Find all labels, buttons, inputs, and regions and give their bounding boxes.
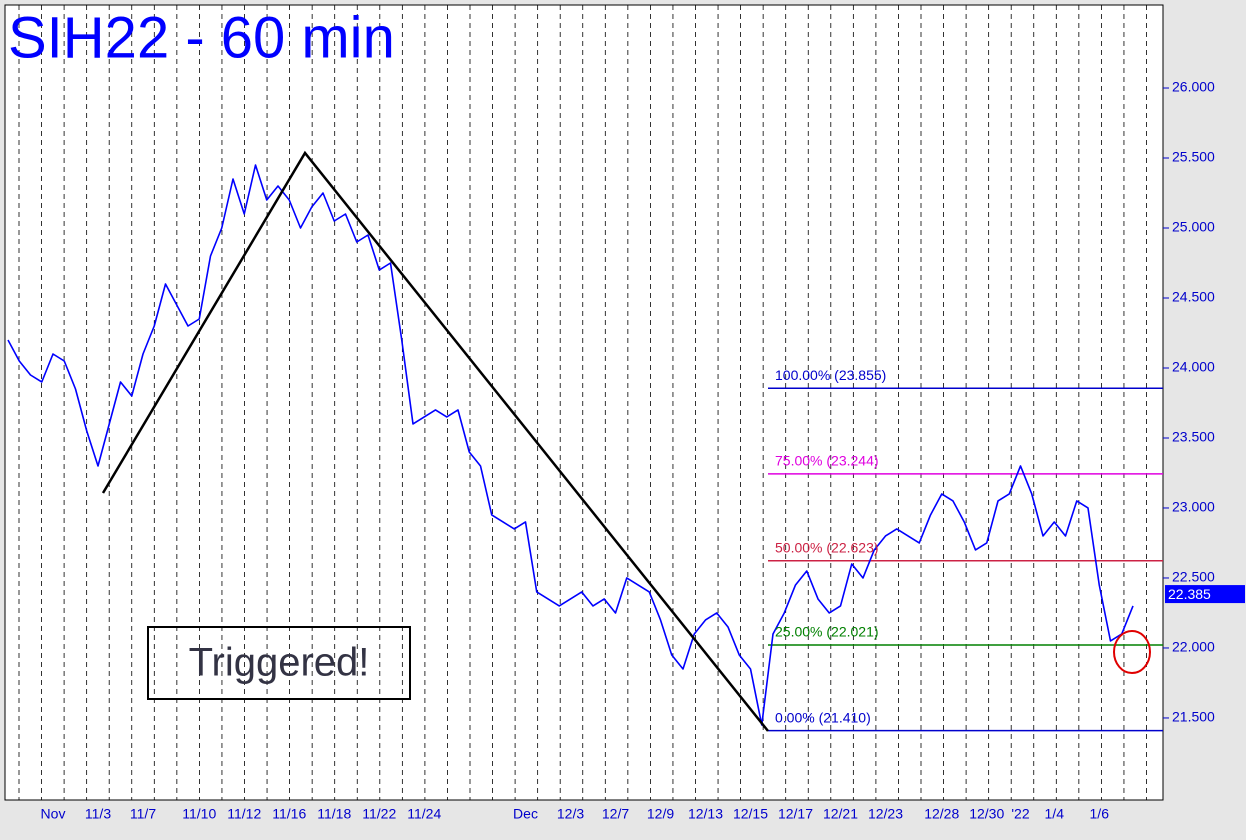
y-tick-label: 25.000: [1172, 219, 1215, 235]
x-tick-label: 11/7: [130, 806, 156, 822]
price-line: [7, 164, 1134, 726]
y-tick-label: 26.000: [1172, 79, 1215, 95]
x-tick-label: Nov: [41, 806, 66, 822]
highlight-circle: [1113, 630, 1151, 674]
x-tick-label: Dec: [513, 806, 538, 822]
y-tick-label: 22.500: [1172, 569, 1215, 585]
x-tick-label: 12/13: [688, 806, 723, 822]
x-tick-label: 12/9: [647, 806, 674, 822]
x-tick-label: 11/10: [182, 806, 216, 822]
x-tick-label: 11/24: [407, 806, 441, 822]
x-tick-label: '22: [1011, 806, 1029, 822]
y-tick-label: 22.000: [1172, 639, 1215, 655]
y-tick-label: 25.500: [1172, 149, 1215, 165]
fib-label: 25.00% (22.021): [775, 624, 879, 640]
x-tick-label: 12/17: [778, 806, 813, 822]
x-tick-label: 12/3: [557, 806, 584, 822]
x-tick-label: 12/23: [868, 806, 903, 822]
fib-label: 50.00% (22.623): [775, 539, 879, 555]
chart-title: SIH22 - 60 min: [8, 5, 395, 70]
y-tick-label: 24.000: [1172, 359, 1215, 375]
note: Triggered!: [189, 641, 370, 685]
fib-label: 100.00% (23.855): [775, 367, 886, 383]
x-tick-label: 11/18: [317, 806, 351, 822]
price-tag: [1165, 585, 1245, 604]
x-tick-label: 1/6: [1090, 806, 1110, 822]
price-tag-label: 22.385: [1168, 586, 1211, 602]
x-tick-label: 11/22: [362, 806, 396, 822]
x-tick-label: 1/4: [1045, 806, 1065, 822]
plot-area: [4, 4, 1164, 801]
fib-label: 75.00% (23.244): [775, 453, 879, 469]
x-tick-label: 11/3: [85, 806, 111, 822]
y-tick-label: 24.500: [1172, 289, 1215, 305]
y-tick-label: 23.500: [1172, 429, 1215, 445]
x-tick-label: 12/21: [823, 806, 858, 822]
x-tick-label: 11/12: [227, 806, 261, 822]
x-tick-label: 12/30: [969, 806, 1004, 822]
marks-layer: [7, 164, 1163, 732]
x-tick-label: 12/15: [733, 806, 768, 822]
grid-layer: [18, 5, 1169, 800]
y-tick-label: 23.000: [1172, 499, 1215, 515]
x-tick-label: 12/28: [924, 806, 959, 822]
x-tick-label: 12/7: [602, 806, 629, 822]
swing-lines: [101, 150, 769, 732]
y-tick-label: 21.500: [1172, 709, 1215, 725]
note-box: [147, 626, 411, 700]
fib-label: 0.00% (21.410): [775, 709, 871, 725]
x-tick-label: 11/16: [272, 806, 306, 822]
